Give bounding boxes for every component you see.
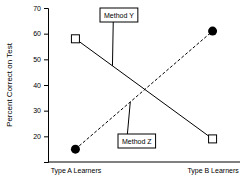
y-tick-label: 30 — [33, 107, 41, 114]
series-marker — [208, 27, 217, 36]
y-tick: 30 — [33, 107, 48, 114]
y-tick-label: 70 — [33, 5, 41, 12]
x-tick: Type A Learners — [51, 162, 102, 175]
callout: Method Z — [118, 102, 156, 148]
x-axis: Type A Learners Type B Learners — [48, 162, 240, 175]
series-line — [75, 31, 212, 149]
y-axis: 20 30 40 50 60 70 — [33, 5, 48, 163]
y-tick-mark — [44, 85, 48, 86]
callout-label: Method Z — [122, 138, 152, 145]
y-tick-mark — [44, 8, 48, 9]
y-tick-mark — [44, 136, 48, 137]
x-axis-line — [48, 162, 240, 163]
plot-area — [71, 27, 217, 154]
series-marker — [71, 145, 80, 154]
y-tick: 20 — [33, 133, 48, 140]
y-tick-mark — [44, 111, 48, 112]
chart: 20 30 40 50 60 70 Type A Learners Type B Learne… — [0, 0, 252, 180]
y-tick-mark — [44, 59, 48, 60]
series-marker — [209, 135, 217, 143]
series-marker — [71, 35, 79, 43]
callout-leader — [127, 102, 130, 134]
y-tick-label: 50 — [33, 56, 41, 63]
y-tick: 40 — [33, 82, 48, 89]
y-tick: 70 — [33, 5, 48, 12]
y-tick-label: 20 — [33, 133, 41, 140]
y-tick-mark — [44, 34, 48, 35]
callout-box — [100, 8, 138, 22]
y-tick: 50 — [33, 56, 48, 63]
annotations: Method Y Method Z — [100, 8, 156, 148]
x-tick-label: Type B Learners — [187, 167, 239, 175]
series-line — [75, 39, 212, 139]
x-tick: Type B Learners — [187, 162, 239, 175]
callout-leader — [112, 22, 114, 66]
callout-label: Method Y — [104, 12, 134, 19]
y-tick: 60 — [33, 30, 48, 37]
y-axis-line — [44, 9, 49, 163]
callout: Method Y — [100, 8, 138, 66]
x-tick-label: Type A Learners — [51, 167, 102, 175]
y-tick-label: 60 — [33, 30, 41, 37]
y-tick-label: 40 — [33, 82, 41, 89]
y-axis-title: Percent Correct on Test — [5, 42, 14, 127]
callout-box — [118, 134, 156, 148]
